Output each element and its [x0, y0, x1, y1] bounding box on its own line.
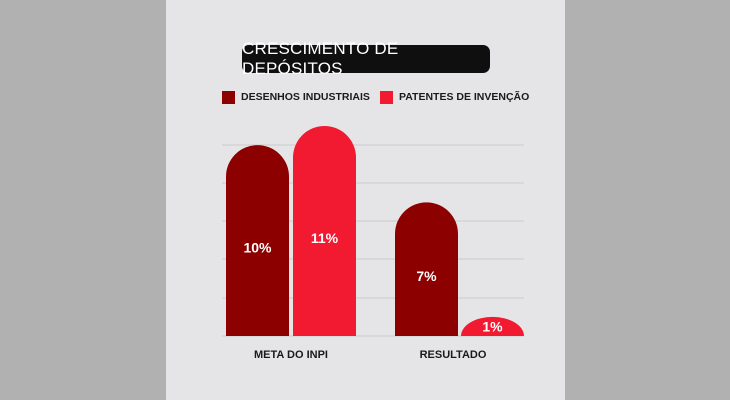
data-label-patentes-0: 11%: [311, 230, 339, 246]
data-label-desenhos-1: 7%: [416, 268, 437, 284]
bar-patentes-0: [293, 126, 356, 336]
bar-desenhos-0: [226, 145, 289, 336]
legend-label-patentes: PATENTES DE INVENÇÃO: [399, 91, 530, 103]
legend-swatch-desenhos: [222, 90, 235, 104]
legend-item-patentes: PATENTES DE INVENÇÃO: [380, 90, 529, 104]
legend-swatch-patentes: [380, 90, 393, 104]
category-label-resultado: RESULTADO: [419, 349, 487, 361]
data-label-desenhos-0: 10%: [243, 240, 272, 256]
data-label-patentes-1: 1%: [482, 318, 503, 334]
legend-label-desenhos: DESENHOS INDUSTRIAIS: [241, 91, 370, 103]
bar-patentes-1: [461, 316, 524, 336]
category-label-meta: META DO INPI: [254, 349, 328, 361]
legend-item-desenhos: DESENHOS INDUSTRIAIS: [222, 90, 370, 104]
bar-desenhos-1: [395, 202, 458, 336]
